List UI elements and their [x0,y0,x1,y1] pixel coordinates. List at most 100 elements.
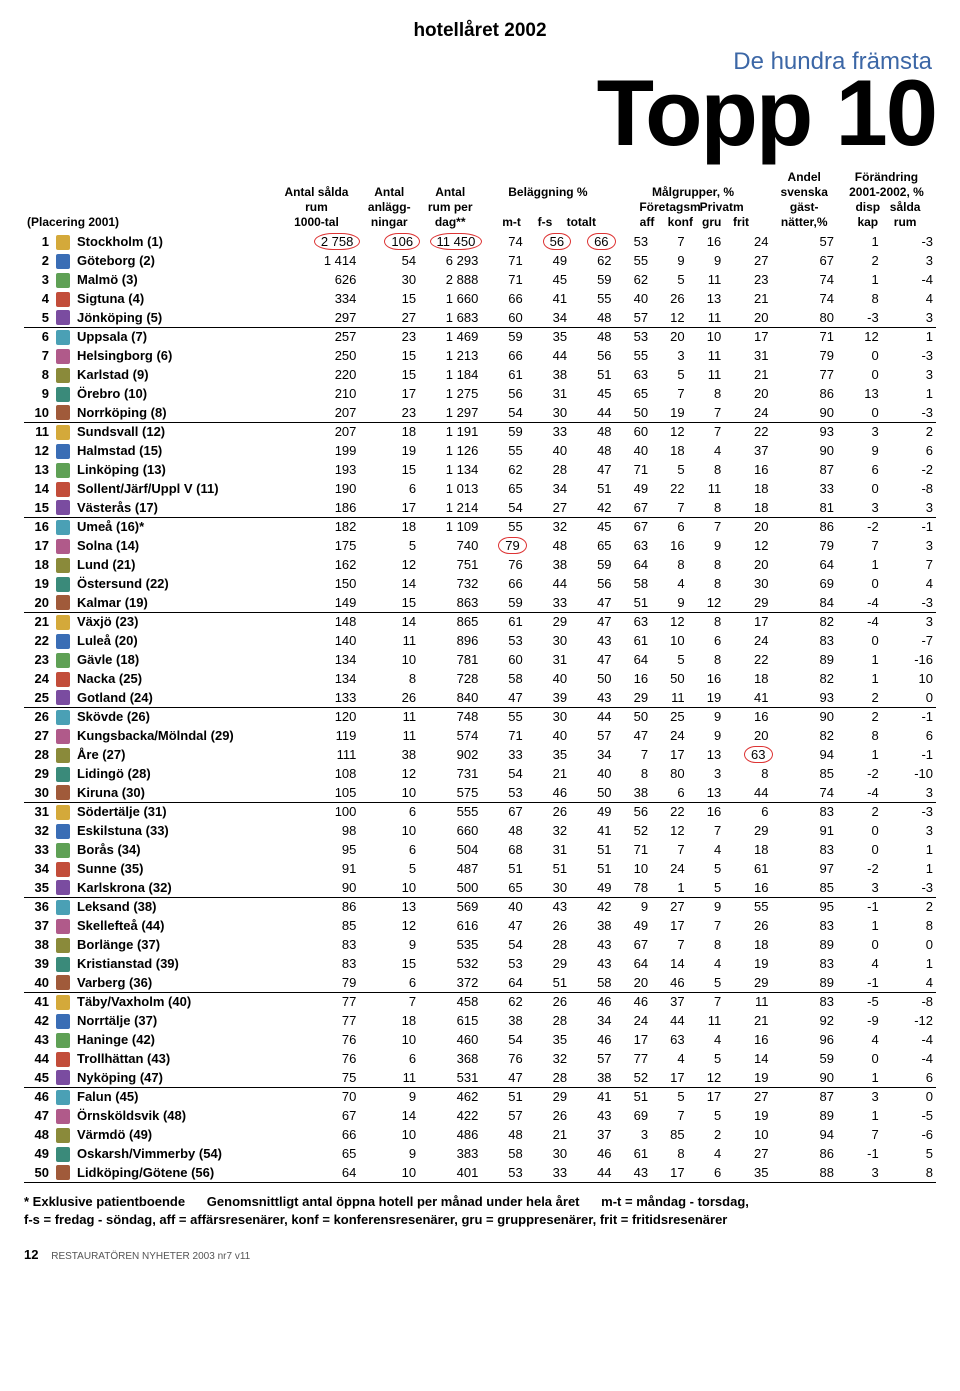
data-cell: 1 660 [419,289,481,308]
data-cell: 17 [615,1030,652,1049]
data-cell: 83 [772,916,837,935]
data-cell: 8 [882,1163,936,1182]
rank-cell: 20 [24,593,52,612]
rank-cell: 49 [24,1144,52,1163]
data-cell: 63 [615,536,652,555]
data-cell: 0 [837,479,882,498]
data-cell: 4 [688,1030,725,1049]
data-cell: 2 [837,802,882,821]
data-cell: 8 [615,764,652,783]
data-cell: 29 [526,954,570,973]
data-cell: 92 [772,1011,837,1030]
data-cell: 40 [526,726,570,745]
data-cell: 20 [651,327,688,346]
data-cell: 45 [570,384,614,403]
data-cell: 14 [724,1049,771,1068]
name-cell: Sigtuna (4) [74,289,274,308]
name-cell: Norrtälje (37) [74,1011,274,1030]
data-cell: 10 [651,631,688,650]
data-cell: 91 [274,859,360,878]
data-cell: 86 [772,1144,837,1163]
table-row: 41Täby/Vaxholm (40)777458622646463771183… [24,992,936,1011]
table-row: 36Leksand (38)861356940434292795595-12 [24,897,936,916]
data-cell: 199 [274,441,360,460]
rank-cell: 18 [24,555,52,574]
data-cell: 8 [651,1144,688,1163]
data-cell: 56 [481,384,525,403]
crest-cell [52,251,74,270]
name-cell: Jönköping (5) [74,308,274,327]
data-cell: 1 213 [419,346,481,365]
data-cell: 134 [274,669,360,688]
data-cell: 7 [651,232,688,251]
crest-cell [52,1030,74,1049]
data-cell: 83 [772,802,837,821]
crest-icon [56,1109,70,1124]
name-cell: Lidingö (28) [74,764,274,783]
data-cell: 500 [419,878,481,897]
name-cell: Varberg (36) [74,973,274,992]
rank-cell: 45 [24,1068,52,1087]
data-cell: 48 [481,1125,525,1144]
data-cell: 57 [615,308,652,327]
data-cell: 569 [419,897,481,916]
data-cell: 18 [724,479,771,498]
crest-icon [56,1165,70,1180]
rank-cell: 35 [24,878,52,897]
table-row: 42Norrtälje (37)77186153828342444112192-… [24,1011,936,1030]
table-row: 32Eskilstuna (33)98106604832415212729910… [24,821,936,840]
data-cell: 21 [724,1011,771,1030]
data-cell: 7 [688,517,725,536]
data-cell: 27 [651,897,688,916]
crest-icon [56,235,70,250]
data-cell: 82 [772,726,837,745]
data-cell: 50 [651,669,688,688]
data-cell: 51 [481,859,525,878]
crest-icon [56,1052,70,1067]
table-body: 1Stockholm (1)2 75810611 450745666537162… [24,232,936,1182]
data-cell: 16 [651,536,688,555]
data-cell: 4 [651,1049,688,1068]
data-cell: 2 758 [274,232,360,251]
data-cell: 7 [688,992,725,1011]
footnote: * Exklusive patientboende Genomsnittligt… [24,1193,936,1229]
data-cell: 7 [651,935,688,954]
data-cell: 12 [359,916,419,935]
name-cell: Solna (14) [74,536,274,555]
data-cell: 863 [419,593,481,612]
data-cell: 16 [615,669,652,688]
data-cell: 16 [724,878,771,897]
data-cell: 57 [481,1106,525,1125]
data-cell: 535 [419,935,481,954]
table-row: 20Kalmar (19)14915863593347519122984-4-3 [24,593,936,612]
data-cell: 29 [724,593,771,612]
data-cell: 6 [688,631,725,650]
rank-cell: 12 [24,441,52,460]
crest-cell [52,308,74,327]
data-cell: 29 [526,1087,570,1106]
data-cell: 740 [419,536,481,555]
data-cell: 3 [882,536,936,555]
data-cell: 17 [651,1163,688,1182]
data-cell: 16 [724,1030,771,1049]
data-cell: 44 [526,574,570,593]
data-cell: 49 [570,878,614,897]
data-cell: 29 [615,688,652,707]
data-cell: 71 [615,460,652,479]
rank-cell: 13 [24,460,52,479]
data-cell: 62 [481,992,525,1011]
data-cell: 38 [526,555,570,574]
data-cell: 1 469 [419,327,481,346]
data-cell: 57 [570,1049,614,1068]
data-cell: 1 [882,327,936,346]
crest-icon [56,1090,70,1105]
data-cell: 86 [274,897,360,916]
data-cell: 65 [481,479,525,498]
crest-cell [52,612,74,631]
data-cell: 8 [688,574,725,593]
table-row: 21Växjö (23)14814865612947631281782-43 [24,612,936,631]
data-cell: 77 [772,365,837,384]
crest-cell [52,517,74,536]
data-cell: 59 [481,593,525,612]
crest-cell [52,403,74,422]
